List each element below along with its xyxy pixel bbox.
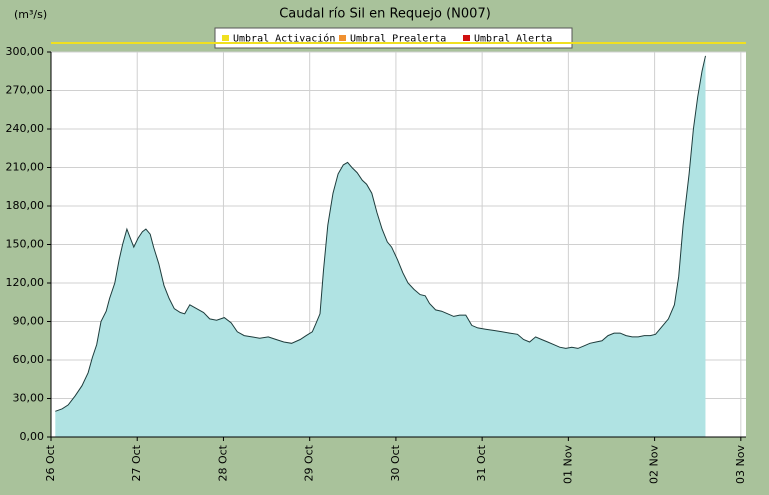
x-tick-label: 29 Oct bbox=[303, 444, 316, 481]
y-tick-label: 0,00 bbox=[20, 430, 45, 443]
y-tick-label: 210,00 bbox=[6, 161, 45, 174]
area-fill bbox=[55, 55, 706, 438]
y-tick-label: 150,00 bbox=[6, 238, 45, 251]
y-tick-label: 270,00 bbox=[6, 84, 45, 97]
legend-label: Umbral Activación bbox=[233, 33, 335, 45]
y-tick-label: 30,00 bbox=[13, 392, 45, 405]
x-tick-label: 28 Oct bbox=[216, 444, 229, 481]
y-tick-label: 120,00 bbox=[6, 276, 45, 289]
legend-swatch bbox=[222, 35, 229, 41]
x-tick-label: 02 Nov bbox=[648, 445, 661, 484]
x-tick-label: 26 Oct bbox=[44, 444, 57, 481]
flow-line bbox=[55, 55, 706, 412]
y-tick-label: 240,00 bbox=[6, 122, 45, 135]
y-tick-label: 60,00 bbox=[13, 353, 45, 366]
y-axis-label: (m³/s) bbox=[14, 8, 47, 21]
legend-swatch bbox=[339, 35, 346, 41]
legend-swatch bbox=[463, 35, 470, 41]
y-tick-label: 180,00 bbox=[6, 199, 45, 212]
x-tick-label: 27 Oct bbox=[130, 444, 143, 481]
legend-label: Umbral Prealerta bbox=[350, 34, 446, 45]
x-tick-label: 30 Oct bbox=[389, 444, 402, 481]
chart-title: Caudal río Sil en Requejo (N007) bbox=[279, 7, 491, 22]
y-tick-label: 300,00 bbox=[6, 45, 45, 58]
x-tick-label: 01 Nov bbox=[561, 445, 574, 484]
legend-label: Umbral Alerta bbox=[474, 34, 552, 45]
x-tick-label: 31 Oct bbox=[475, 444, 488, 481]
x-tick-label: 03 Nov bbox=[734, 445, 747, 484]
y-tick-label: 90,00 bbox=[13, 315, 45, 328]
